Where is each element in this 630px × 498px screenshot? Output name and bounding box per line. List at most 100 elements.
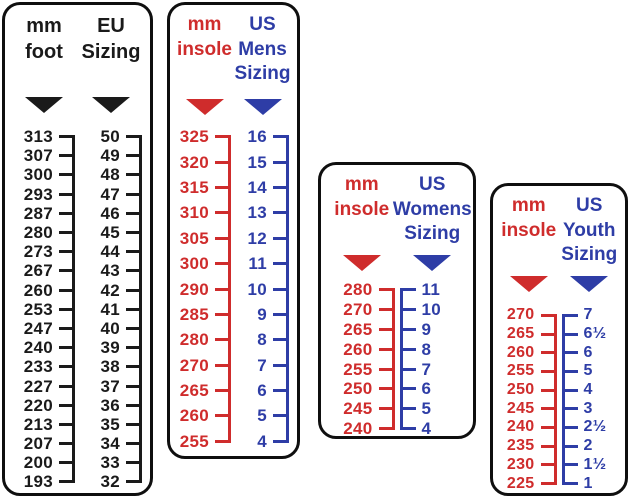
tick-mark	[399, 308, 416, 312]
tick-mark	[59, 211, 75, 215]
header-line: Womens	[392, 198, 472, 220]
tick-mark	[215, 338, 231, 342]
scale-value: 5	[257, 406, 267, 426]
scale-row: 36	[80, 396, 142, 415]
scale-row: 260	[501, 343, 557, 362]
tick-mark	[540, 313, 557, 317]
scale-value: 2½	[583, 418, 607, 436]
scale-value: 267	[23, 261, 53, 281]
tick-mark	[273, 389, 289, 393]
scale-value: 13	[247, 203, 267, 223]
scale-value: 1½	[583, 455, 607, 473]
scale-row: 320	[178, 149, 231, 174]
tick-mark	[126, 326, 142, 330]
scale-value: 6½	[583, 325, 607, 343]
scale-value: 300	[179, 254, 209, 274]
tick-mark	[561, 463, 578, 467]
scale-value: 310	[179, 203, 209, 223]
tick-mark	[215, 211, 231, 215]
scale-value: 227	[23, 376, 53, 396]
tick-mark	[540, 388, 557, 392]
scale-value: 44	[100, 242, 120, 262]
scale-row: 255	[501, 362, 557, 381]
scale-value: 4	[583, 381, 593, 399]
tick-mark	[561, 425, 578, 429]
tick-mark	[399, 367, 416, 371]
scale-us-womens-sizing: 11 10 9 8 7 6 5 4	[399, 280, 466, 436]
scale-row: 245	[329, 399, 395, 419]
tick-mark	[273, 312, 289, 316]
scale-row: 45	[80, 223, 142, 242]
scale-row: 255	[178, 429, 231, 454]
scale-row: 2½	[561, 418, 618, 437]
panel-columns: mm foot 313 307 300 293 287 280 273 267 260 253 24…	[5, 5, 150, 493]
scale-value: 49	[100, 146, 120, 166]
scale-row: 7	[561, 306, 618, 325]
scale-row: 33	[80, 453, 142, 472]
scale-row: 6	[399, 379, 466, 399]
tick-mark	[59, 384, 75, 388]
tick-mark	[215, 363, 231, 367]
scale-value: 280	[23, 223, 53, 243]
tick-mark	[378, 347, 395, 351]
header-line: mm	[187, 14, 222, 35]
scale-row: 10	[236, 276, 289, 301]
tick-mark	[378, 426, 395, 430]
column-eu-sizing: EU Sizing 50 49 48 47 46 45 44 43 42 41 40 39 38 37 36…	[80, 13, 142, 492]
scale-row: 213	[13, 415, 75, 434]
scale-value: 33	[100, 453, 120, 473]
scale-value: 313	[23, 127, 53, 147]
scale-value: 285	[179, 304, 209, 324]
tick-mark	[273, 338, 289, 342]
scale-row: 6	[561, 343, 618, 362]
tick-mark	[378, 407, 395, 411]
scale-row: 267	[13, 261, 75, 280]
scale-row: 233	[13, 357, 75, 376]
scale-value: 11	[248, 254, 267, 274]
scale-row: 4	[236, 429, 289, 454]
scale-value: 260	[343, 339, 373, 359]
scale-value: 40	[100, 318, 120, 338]
column-mm-insole: mm insole 280 270 265 260 255 250 245 240	[329, 173, 395, 438]
down-arrow-icon	[92, 97, 130, 113]
scale-value: 270	[343, 300, 373, 320]
tick-mark	[273, 414, 289, 418]
tick-mark	[540, 369, 557, 373]
tick-mark	[561, 407, 578, 411]
scale-value: 2	[583, 437, 593, 455]
scale-row: 41	[80, 300, 142, 319]
scale-value: 240	[343, 418, 373, 438]
scale-row: 39	[80, 338, 142, 357]
tick-mark	[126, 154, 142, 158]
tick-mark	[59, 403, 75, 407]
tick-mark	[126, 250, 142, 254]
scale-row: 240	[501, 418, 557, 437]
scale-value: 315	[179, 177, 209, 197]
scale-row: 40	[80, 319, 142, 338]
column-header-us-youth: US Youth Sizing	[561, 194, 617, 270]
scale-row: 5	[236, 403, 289, 428]
header-line: insole	[177, 38, 232, 60]
scale-row: 50	[80, 127, 142, 146]
scale-value: 233	[23, 357, 53, 377]
header-line: Sizing	[404, 223, 461, 245]
scale-row: 280	[13, 223, 75, 242]
scale-row: 8	[236, 327, 289, 352]
tick-mark	[126, 384, 142, 388]
tick-mark	[59, 422, 75, 426]
tick-mark	[59, 269, 75, 273]
header-line: Sizing	[81, 41, 141, 63]
scale-value: 253	[23, 299, 53, 319]
tick-mark	[215, 135, 231, 139]
scale-row: 260	[329, 339, 395, 359]
scale-row: 265	[329, 320, 395, 340]
scale-value: 270	[179, 355, 209, 375]
scale-row: 285	[178, 302, 231, 327]
scale-row: 270	[501, 306, 557, 325]
tick-mark	[273, 211, 289, 215]
scale-row: 225	[501, 474, 557, 493]
scale-value: 36	[100, 395, 120, 415]
scale-eu-sizing: 50 49 48 47 46 45 44 43 42 41 40 39 38 37 36 35 34 33 32	[80, 127, 142, 492]
tick-mark	[540, 425, 557, 429]
scale-row: 1½	[561, 455, 618, 475]
